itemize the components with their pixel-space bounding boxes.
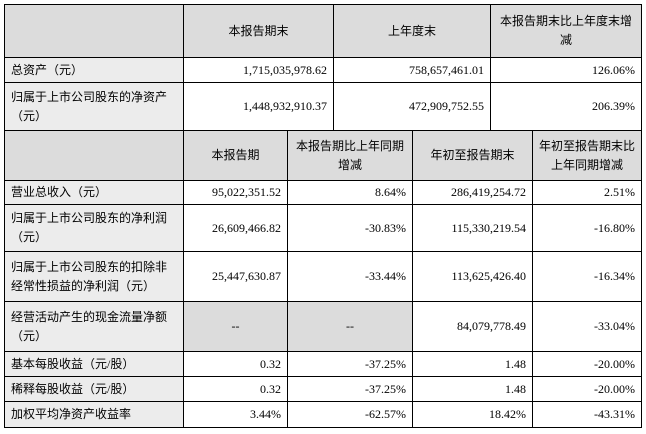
value-cell: 84,079,778.49 [412, 301, 533, 352]
value-cell: -33.44% [287, 251, 413, 302]
value-cell: 1,715,035,978.62 [183, 57, 334, 83]
value-cell: 0.32 [183, 376, 288, 402]
value-cell: -37.25% [287, 376, 413, 402]
value-cell: 758,657,461.01 [333, 57, 491, 83]
data-row: 归属于上市公司股东的净资产（元） 1,448,932,910.37 472,909,… [4, 82, 642, 131]
data-row: 总资产（元） 1,715,035,978.62 758,657,461.01 126.… [4, 57, 642, 83]
data-row: 基本每股收益（元/股） 0.32 -37.25% 1.48 -20.00% [4, 351, 642, 377]
value-cell: -37.25% [287, 351, 413, 377]
header-cell: 年初至报告期末比上年同期增减 [532, 130, 642, 181]
header-cell [4, 4, 184, 58]
data-row: 归属于上市公司股东的扣除非经常性损益的净利润（元） 25,447,630.87 -3… [4, 251, 642, 302]
value-cell: 286,419,254.72 [412, 180, 533, 205]
header-cell: 上年度末 [333, 4, 491, 58]
value-cell: -- [183, 301, 288, 352]
data-row: 归属于上市公司股东的净利润（元） 26,609,466.82 -30.83% 115,… [4, 204, 642, 252]
value-cell: 18.42% [412, 401, 533, 428]
value-cell: -43.31% [532, 401, 642, 428]
value-cell: -20.00% [532, 376, 642, 402]
value-cell: 3.44% [183, 401, 288, 428]
header-row: 本报告期 本报告期比上年同期增减 年初至报告期末 年初至报告期末比上年同期增减 [4, 130, 642, 181]
row-label: 归属于上市公司股东的扣除非经常性损益的净利润（元） [4, 251, 184, 302]
header-cell: 本报告期比上年同期增减 [287, 130, 413, 181]
value-cell: 95,022,351.52 [183, 180, 288, 205]
row-label: 营业总收入（元） [4, 180, 184, 205]
income-table: 本报告期 本报告期比上年同期增减 年初至报告期末 年初至报告期末比上年同期增减 营业总收… [4, 130, 642, 428]
value-cell: -- [287, 301, 413, 352]
value-cell: -20.00% [532, 351, 642, 377]
value-cell: 126.06% [490, 57, 642, 83]
header-cell [4, 130, 184, 181]
value-cell: -16.34% [532, 251, 642, 302]
row-label: 经营活动产生的现金流量净额（元） [4, 301, 184, 352]
value-cell: 472,909,752.55 [333, 82, 491, 131]
value-cell: -62.57% [287, 401, 413, 428]
row-label: 稀释每股收益（元/股） [4, 376, 184, 402]
data-row: 加权平均净资产收益率 3.44% -62.57% 18.42% -43.31% [4, 401, 642, 428]
balance-table: 本报告期末 上年度末 本报告期末比上年度末增减 总资产（元） 1,715,035,978… [4, 4, 642, 131]
value-cell: 1.48 [412, 376, 533, 402]
header-cell: 本报告期末 [183, 4, 334, 58]
value-cell: 0.32 [183, 351, 288, 377]
row-label: 基本每股收益（元/股） [4, 351, 184, 377]
row-label: 归属于上市公司股东的净利润（元） [4, 204, 184, 252]
value-cell: 113,625,426.40 [412, 251, 533, 302]
value-cell: 115,330,219.54 [412, 204, 533, 252]
value-cell: -30.83% [287, 204, 413, 252]
header-cell: 本报告期末比上年度末增减 [490, 4, 642, 58]
data-row: 经营活动产生的现金流量净额（元） -- -- 84,079,778.49 -33.04% [4, 301, 642, 352]
data-row: 稀释每股收益（元/股） 0.32 -37.25% 1.48 -20.00% [4, 376, 642, 402]
header-cell: 年初至报告期末 [412, 130, 533, 181]
data-row: 营业总收入（元） 95,022,351.52 8.64% 286,419,254.72… [4, 180, 642, 205]
value-cell: -16.80% [532, 204, 642, 252]
value-cell: 8.64% [287, 180, 413, 205]
value-cell: 2.51% [532, 180, 642, 205]
value-cell: -33.04% [532, 301, 642, 352]
row-label: 加权平均净资产收益率 [4, 401, 184, 428]
header-row: 本报告期末 上年度末 本报告期末比上年度末增减 [4, 4, 642, 58]
row-label: 总资产（元） [4, 57, 184, 83]
value-cell: 26,609,466.82 [183, 204, 288, 252]
value-cell: 1.48 [412, 351, 533, 377]
value-cell: 206.39% [490, 82, 642, 131]
row-label: 归属于上市公司股东的净资产（元） [4, 82, 184, 131]
value-cell: 25,447,630.87 [183, 251, 288, 302]
header-cell: 本报告期 [183, 130, 288, 181]
value-cell: 1,448,932,910.37 [183, 82, 334, 131]
